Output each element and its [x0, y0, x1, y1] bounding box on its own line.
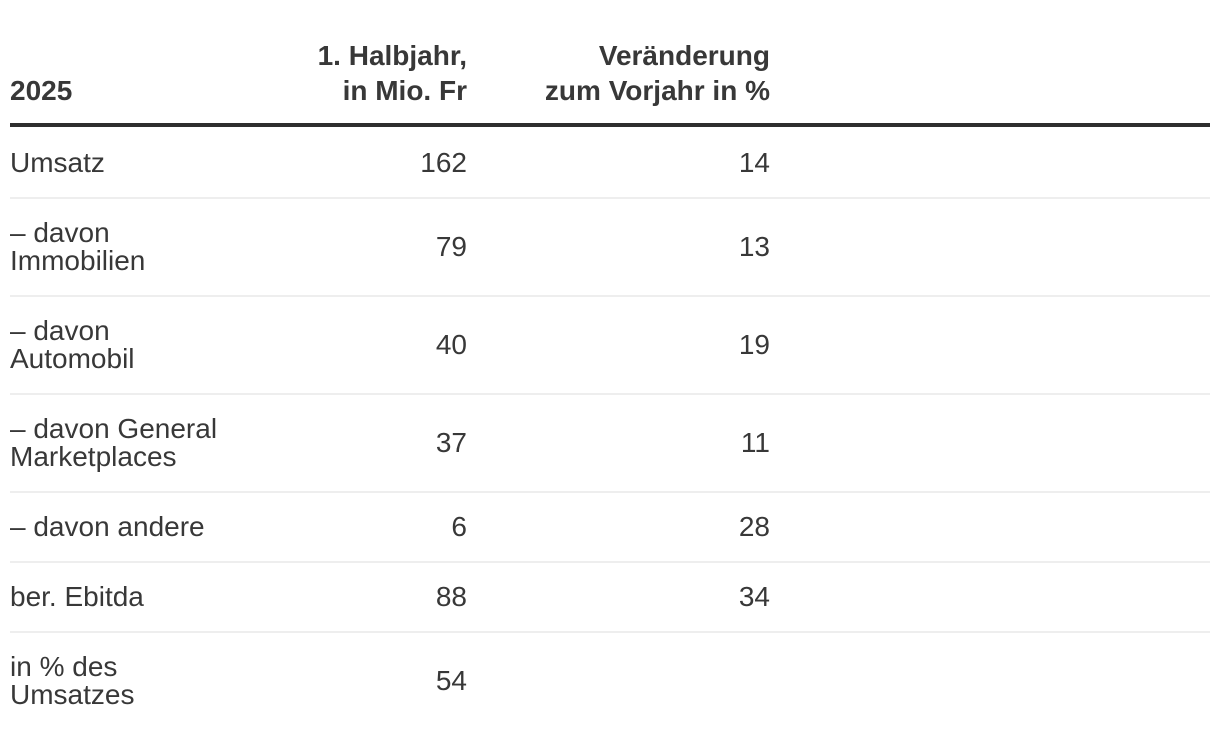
row-label: – davon Automobil [10, 295, 310, 394]
value-change-pct: 28 [467, 491, 770, 562]
table-row-ber-ebitda: ber. Ebitda 88 34 [10, 561, 1210, 632]
value-mio-fr: 162 [420, 147, 467, 178]
filler-cell [770, 561, 1210, 632]
table-row-umsatz-prozent: in % des Umsatzes 54 [10, 631, 1210, 729]
value-change-pct: 34 [467, 561, 770, 632]
filler-cell [770, 125, 1210, 198]
value-mio-fr: 88 [310, 561, 467, 632]
table-row-general-marketplaces: – davon General Marketplaces 37 11 [10, 393, 1210, 492]
row-label: ber. Ebitda [10, 561, 310, 632]
column-header-mio-fr: 1. Halbjahr, in Mio. Fr [310, 0, 467, 127]
value-mio-fr: 37 [310, 393, 467, 492]
row-label: – davon General Marketplaces [10, 393, 310, 492]
table-row-andere: – davon andere 6 28 [10, 491, 1210, 562]
column-header-year: 2025 [10, 0, 310, 127]
row-label: – davon andere [10, 491, 310, 562]
table-row-automobil: – davon Automobil 40 19 [10, 295, 1210, 394]
value-change-pct [467, 631, 770, 729]
row-label: Umsatz [10, 147, 105, 178]
table-row-immobilien: – davon Immobilien 79 13 [10, 197, 1210, 296]
value-mio-fr: 6 [310, 491, 467, 562]
value-mio-fr: 54 [310, 631, 467, 729]
value-change-pct: 14 [738, 147, 770, 178]
filler-cell [770, 295, 1210, 394]
half-year-results-table: 2025 1. Halbjahr, in Mio. Fr Veränderung… [10, 0, 1210, 729]
filler-cell [770, 631, 1210, 729]
filler-cell [770, 491, 1210, 562]
column-header-filler [770, 0, 1210, 127]
table-header: 2025 1. Halbjahr, in Mio. Fr Veränderung… [10, 0, 1210, 127]
value-change-pct: 11 [467, 393, 770, 492]
table-row-umsatz: Umsatz 162 14 [10, 125, 1210, 198]
value-change-pct: 13 [467, 197, 770, 296]
row-label: – davon Immobilien [10, 197, 310, 296]
column-header-change-pct: Veränderung zum Vorjahr in % [467, 0, 770, 127]
row-label: in % des Umsatzes [10, 631, 310, 729]
header-row: 2025 1. Halbjahr, in Mio. Fr Veränderung… [10, 0, 1210, 127]
value-change-pct: 19 [467, 295, 770, 394]
value-mio-fr: 40 [310, 295, 467, 394]
filler-cell [770, 393, 1210, 492]
filler-cell [770, 197, 1210, 296]
value-mio-fr: 79 [310, 197, 467, 296]
table-body: Umsatz 162 14 – davon Immobilien 79 13 –… [10, 125, 1210, 729]
